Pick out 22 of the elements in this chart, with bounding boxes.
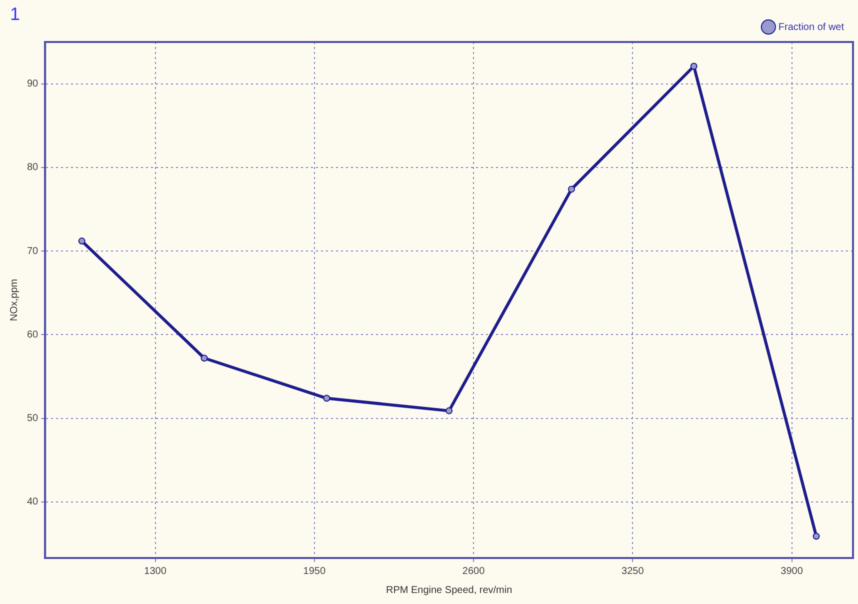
x-tick-label: 3900 [780,566,804,577]
point [446,407,453,414]
x-tick-label: 3250 [622,566,644,577]
x-tick-label: 2600 [462,566,486,577]
point [78,238,86,245]
x-axis-title: RPM Engine Speed, rev/min [386,584,512,596]
y-tick-label: 70 [27,246,39,257]
point [323,394,330,402]
y-tick-label: 80 [27,162,39,174]
text: 1 [10,4,20,25]
y-tick-label: 90 [27,78,39,90]
point [812,532,820,540]
point [568,186,575,193]
y-tick-label: 60 [27,329,39,340]
y-axis-title: NOx,ppm [8,278,20,322]
y-tick-label: 40 [27,496,39,508]
x-tick-label: 1300 [144,566,167,577]
point [690,62,698,70]
y-tick-label: 50 [27,413,39,424]
point [200,354,208,362]
legend-label: Fraction of wet [778,22,844,33]
x-tick-label: 1950 [303,566,326,577]
